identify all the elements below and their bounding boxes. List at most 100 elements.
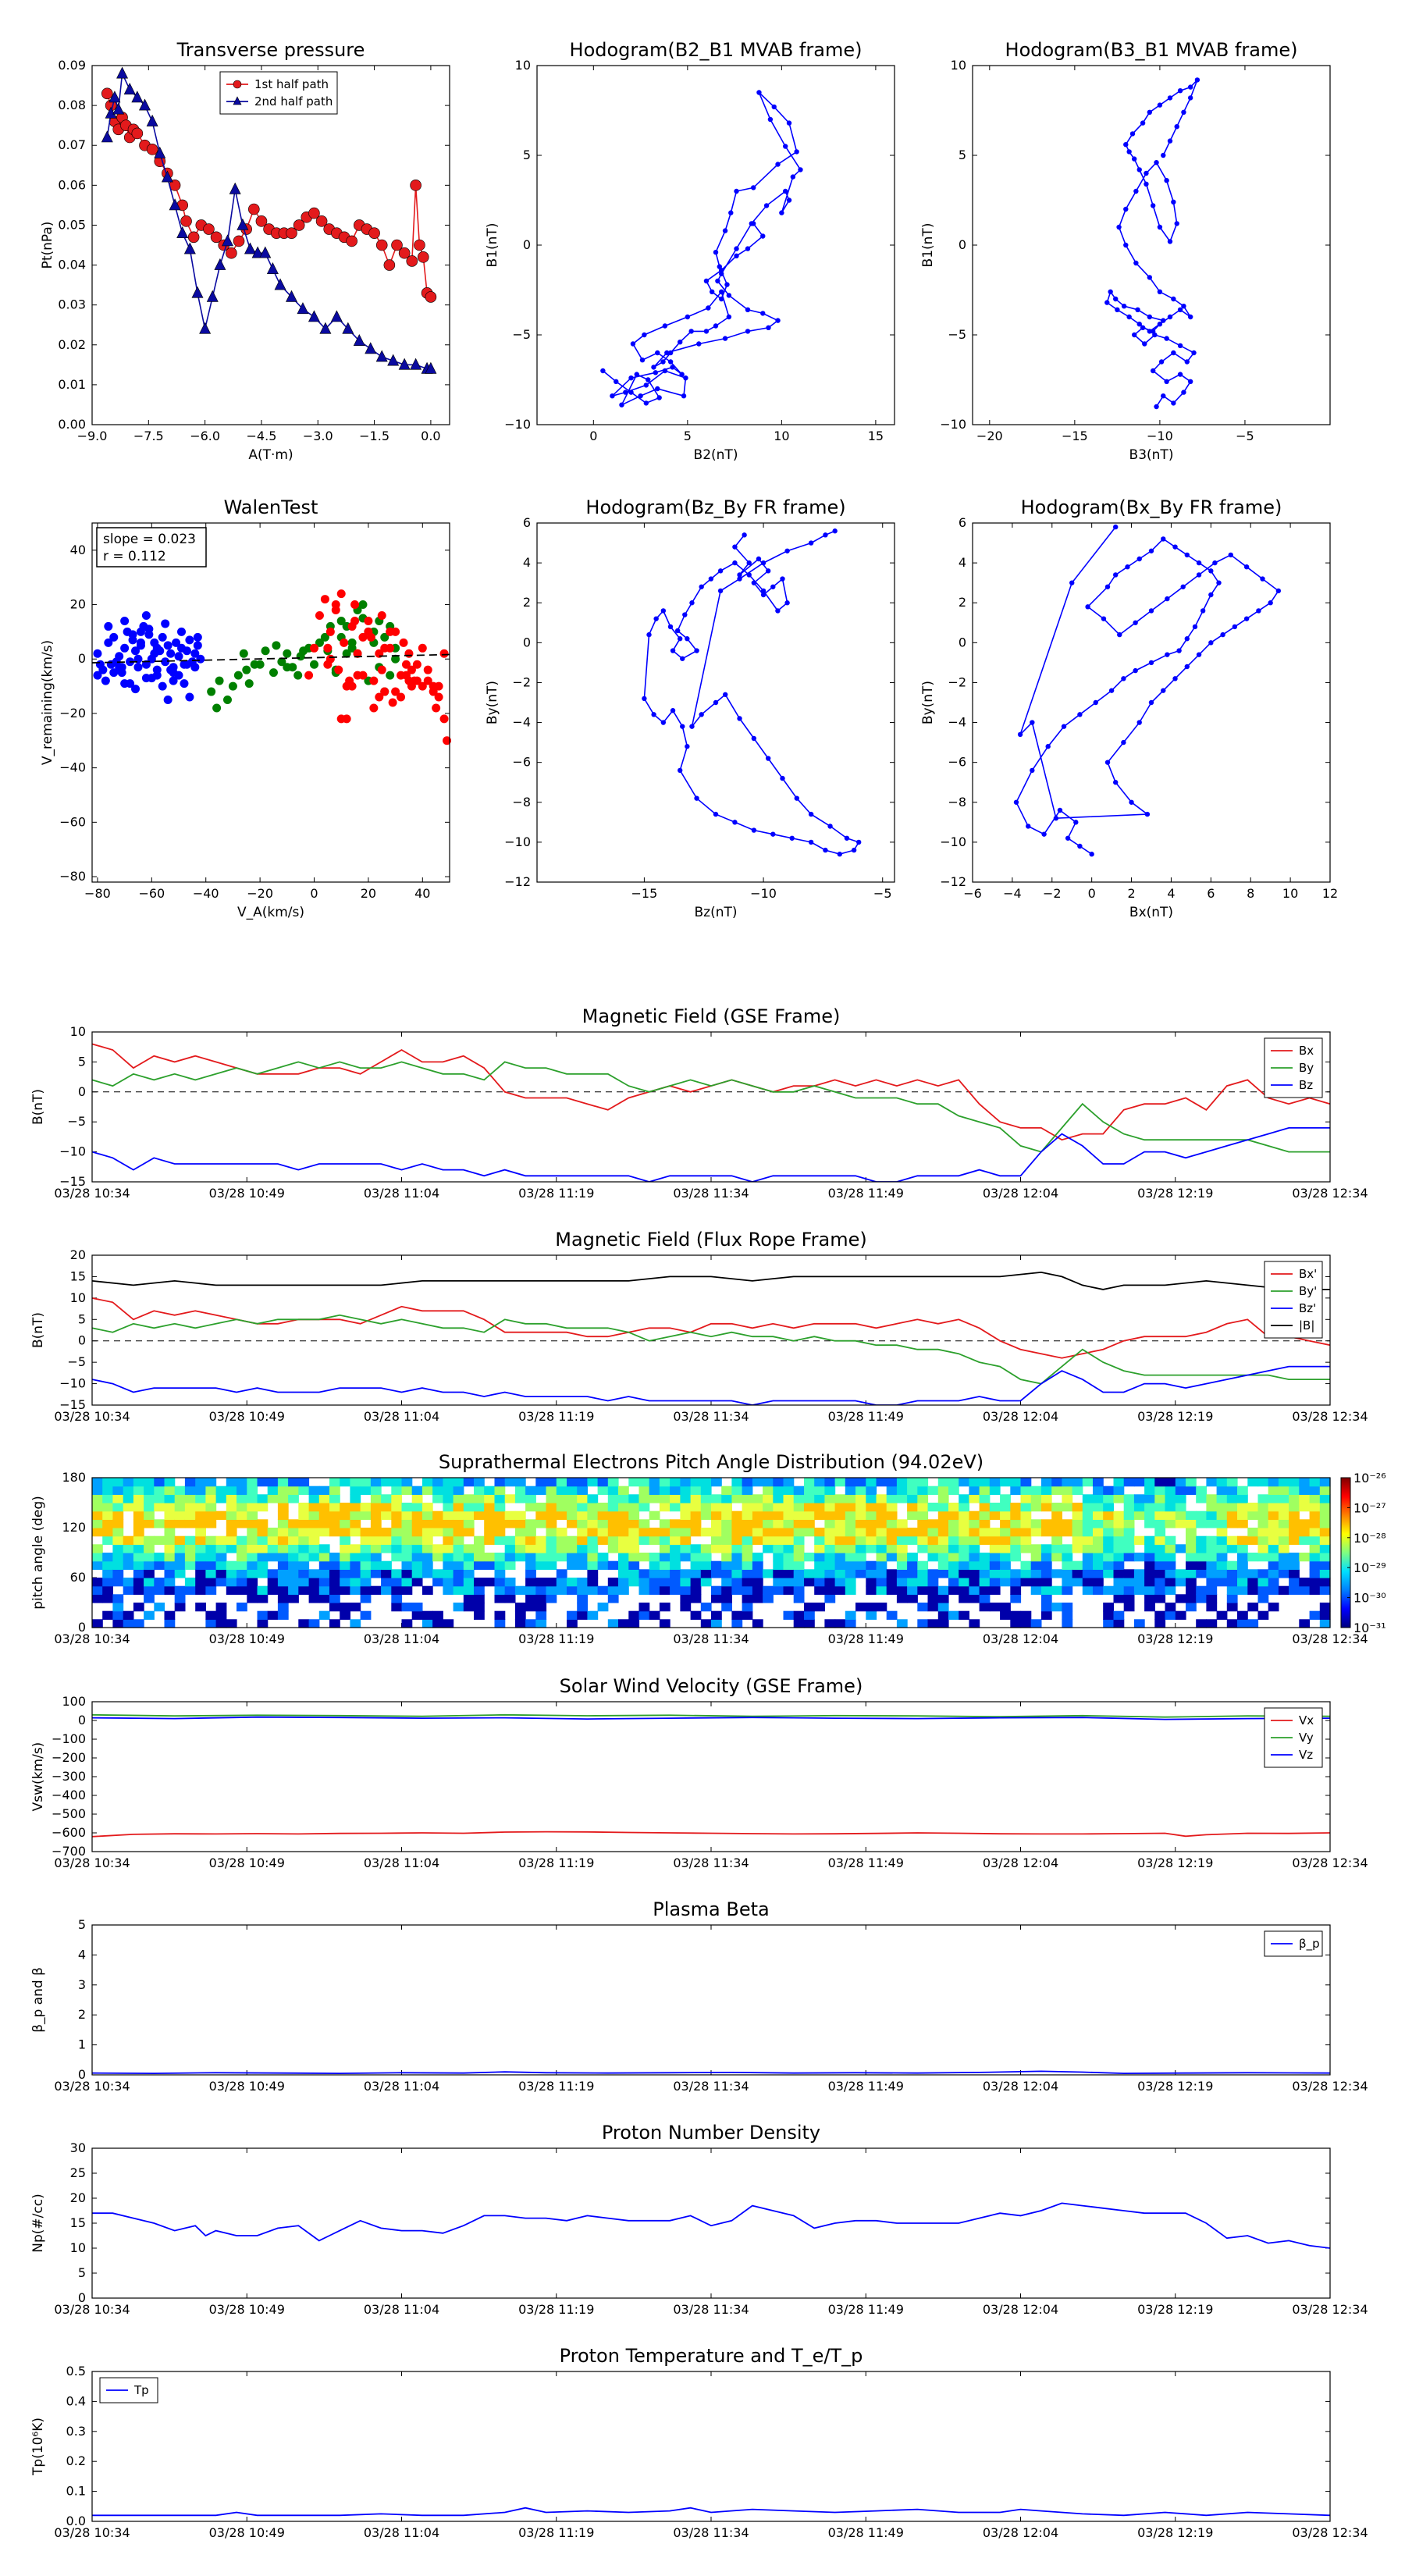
heatmap-cell bbox=[1040, 1578, 1052, 1587]
heatmap-cell bbox=[340, 1528, 350, 1537]
heatmap-cell bbox=[670, 1553, 681, 1562]
data-point bbox=[660, 359, 666, 365]
heatmap-cell bbox=[1319, 1544, 1331, 1553]
data-point bbox=[320, 595, 329, 604]
heatmap-cell bbox=[628, 1560, 640, 1570]
heatmap-cell bbox=[969, 1585, 980, 1595]
heatmap-cell bbox=[690, 1510, 702, 1520]
heatmap-cell bbox=[267, 1578, 279, 1587]
heatmap-cell bbox=[731, 1535, 743, 1545]
heatmap-cell bbox=[1000, 1535, 1011, 1545]
heatmap-cell bbox=[1040, 1519, 1052, 1528]
y-axis-label: β_p and β bbox=[30, 1967, 46, 2033]
heatmap-cell bbox=[1226, 1494, 1238, 1503]
legend-label: Bx bbox=[1299, 1044, 1314, 1058]
x-tick-label: 03/28 11:49 bbox=[828, 2079, 904, 2094]
heatmap-cell bbox=[659, 1560, 670, 1570]
heatmap-cell bbox=[1030, 1519, 1042, 1528]
heatmap-cell bbox=[618, 1535, 629, 1545]
heatmap-cell bbox=[814, 1544, 825, 1553]
heatmap-cell bbox=[308, 1544, 320, 1553]
heatmap-cell bbox=[422, 1485, 433, 1495]
heatmap-cell bbox=[659, 1603, 670, 1612]
y-tick-label: −600 bbox=[52, 1825, 86, 1840]
heatmap-cell bbox=[1154, 1569, 1166, 1578]
heatmap-cell bbox=[277, 1544, 289, 1553]
heatmap-cell bbox=[1268, 1560, 1279, 1570]
heatmap-cell bbox=[1278, 1544, 1289, 1553]
heatmap-cell bbox=[1040, 1485, 1052, 1495]
heatmap-cell bbox=[824, 1544, 836, 1553]
heatmap-cell bbox=[1226, 1535, 1238, 1545]
heatmap-cell bbox=[102, 1503, 113, 1512]
heatmap-cell bbox=[1072, 1569, 1083, 1578]
heatmap-cell bbox=[824, 1519, 836, 1528]
legend-label: By bbox=[1299, 1061, 1314, 1075]
heatmap-cell bbox=[845, 1519, 856, 1528]
heatmap-cell bbox=[989, 1569, 1001, 1578]
heatmap-cell bbox=[277, 1503, 289, 1512]
heatmap-cell bbox=[824, 1619, 836, 1628]
x-tick-label: 40 bbox=[414, 886, 430, 901]
heatmap-cell bbox=[1206, 1535, 1218, 1545]
heatmap-cell bbox=[1257, 1610, 1269, 1620]
heatmap-cell bbox=[638, 1478, 650, 1487]
x-axis-label: B3(nT) bbox=[1129, 447, 1174, 463]
heatmap-cell bbox=[804, 1485, 815, 1495]
panel-tp: Transverse pressure−9.0 −7.5 −6.0 −4.5 −3.0−… bbox=[40, 39, 450, 463]
y-tick-label: 5 bbox=[78, 2265, 86, 2280]
heatmap-cell bbox=[824, 1569, 836, 1578]
heatmap-cell bbox=[1278, 1478, 1289, 1487]
x-tick-label: 03/28 11:49 bbox=[828, 2525, 904, 2540]
heatmap-cell bbox=[144, 1578, 155, 1587]
data-point bbox=[187, 231, 200, 244]
heatmap-cell bbox=[1133, 1478, 1145, 1487]
y-tick-label: 0 bbox=[78, 1084, 86, 1099]
heatmap-cell bbox=[329, 1485, 340, 1495]
data-point bbox=[756, 90, 762, 95]
data-point bbox=[630, 341, 636, 347]
chart-title: Proton Number Density bbox=[602, 2122, 820, 2144]
data-point bbox=[342, 714, 351, 724]
x-tick-label: 03/28 11:04 bbox=[364, 1409, 439, 1424]
heatmap-cells bbox=[92, 1478, 1331, 1628]
heatmap-cell bbox=[133, 1535, 144, 1545]
heatmap-cell bbox=[649, 1569, 660, 1578]
heatmap-cell bbox=[237, 1535, 247, 1545]
data-point bbox=[146, 114, 158, 126]
heatmap-cell bbox=[937, 1519, 949, 1528]
heatmap-cell bbox=[329, 1585, 340, 1595]
heatmap-cell bbox=[659, 1519, 670, 1528]
heatmap-cell bbox=[1299, 1528, 1311, 1537]
heatmap-cell bbox=[133, 1619, 144, 1628]
data-point bbox=[196, 654, 205, 664]
heatmap-cell bbox=[855, 1553, 866, 1562]
data-point bbox=[844, 835, 850, 841]
heatmap-cell bbox=[514, 1619, 526, 1628]
data-point bbox=[404, 649, 414, 658]
heatmap-cell bbox=[979, 1528, 991, 1537]
y-tick-label: −4 bbox=[948, 715, 966, 730]
data-point bbox=[1133, 667, 1138, 674]
data-point bbox=[662, 368, 668, 374]
heatmap-cell bbox=[855, 1510, 866, 1520]
heatmap-cell bbox=[360, 1544, 372, 1553]
heatmap-cell bbox=[370, 1503, 382, 1512]
heatmap-cell bbox=[773, 1519, 784, 1528]
heatmap-cell bbox=[215, 1603, 227, 1612]
heatmap-cell bbox=[948, 1560, 959, 1570]
plot-area bbox=[92, 1255, 1330, 1405]
heatmap-cell bbox=[855, 1503, 866, 1512]
heatmap-cell bbox=[659, 1544, 670, 1553]
heatmap-cell bbox=[350, 1553, 361, 1562]
heatmap-cell bbox=[1165, 1578, 1176, 1587]
heatmap-cell bbox=[443, 1528, 454, 1537]
heatmap-cell bbox=[979, 1519, 991, 1528]
data-point bbox=[651, 712, 656, 717]
data-point bbox=[131, 646, 140, 656]
data-point bbox=[1017, 731, 1023, 738]
heatmap-cell bbox=[226, 1619, 237, 1628]
heatmap-cell bbox=[896, 1494, 908, 1503]
x-tick-label: 03/28 10:49 bbox=[209, 1856, 285, 1870]
heatmap-cell bbox=[546, 1594, 557, 1603]
